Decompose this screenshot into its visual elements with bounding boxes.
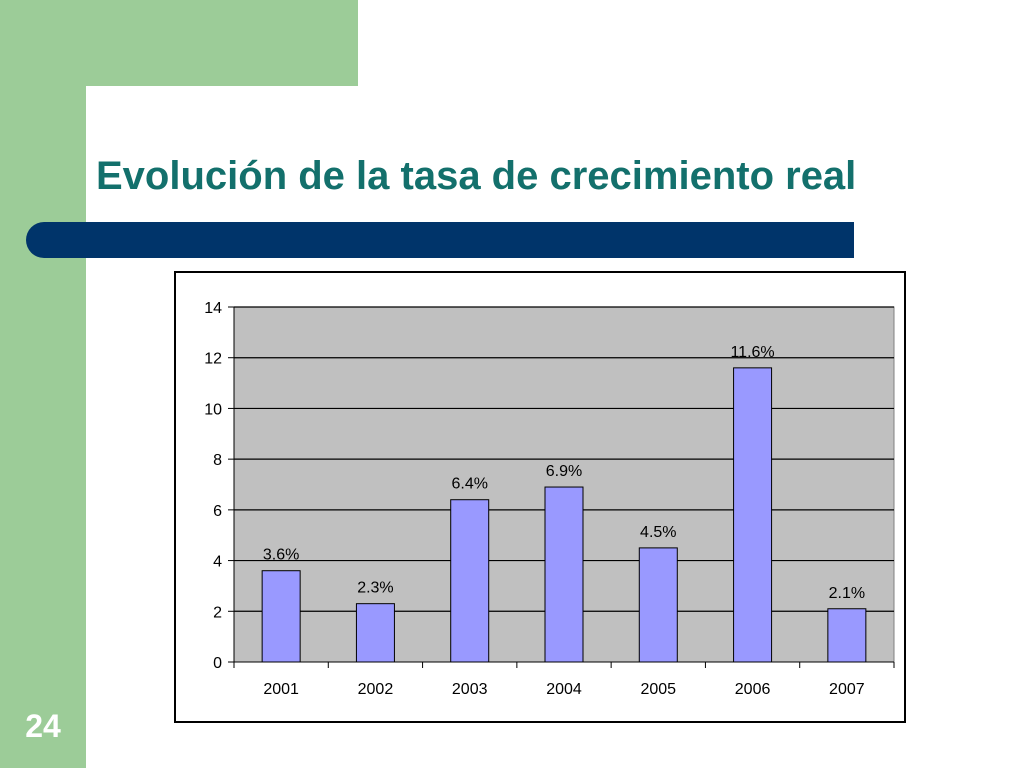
x-tick-label: 2003 [452,681,488,698]
data-label: 2.1% [829,585,865,602]
y-tick-label: 8 [213,452,222,469]
bar [450,499,490,663]
x-tick-label: 2005 [640,681,676,698]
x-tick-label: 2001 [263,681,299,698]
x-tick-label: 2002 [358,681,394,698]
title-underline-bar [26,222,854,258]
bar [638,547,678,663]
green-side-panel [0,0,86,768]
slide-title: Evolución de la tasa de crecimiento real [96,154,857,198]
slide-number: 24 [25,708,61,744]
data-label: 6.4% [451,476,487,493]
x-tick-label: 2004 [546,681,582,698]
y-tick-label: 2 [213,604,222,621]
y-tick-label: 12 [204,351,222,368]
data-label: 6.9% [546,463,582,480]
rounded-corner-decoration [86,86,176,176]
data-label: 11.6% [730,344,774,361]
x-tick-label: 2007 [829,681,865,698]
bar-chart: 0 2 4 6 8 10 12 14 3.6% 2001 2.3% 2002 6.4% 2003 6.9% 2… [204,300,895,698]
bar [733,367,773,663]
data-label: 3.6% [263,547,299,564]
x-tick-label: 2006 [735,681,771,698]
y-tick-label: 14 [204,300,222,317]
bar [261,570,301,663]
green-top-panel [0,0,358,86]
y-tick-label: 6 [213,503,222,520]
data-label: 2.3% [357,580,393,597]
y-tick-label: 4 [213,554,222,571]
chart-frame: 0 2 4 6 8 10 12 14 3.6% 2001 2.3% 2002 6.4% 2003 6.9% 2… [174,271,906,723]
bar [827,608,867,663]
bar [355,603,395,663]
bar [544,486,584,663]
y-tick-label: 0 [213,655,222,672]
data-label: 4.5% [640,524,676,541]
y-tick-label: 10 [204,401,222,418]
